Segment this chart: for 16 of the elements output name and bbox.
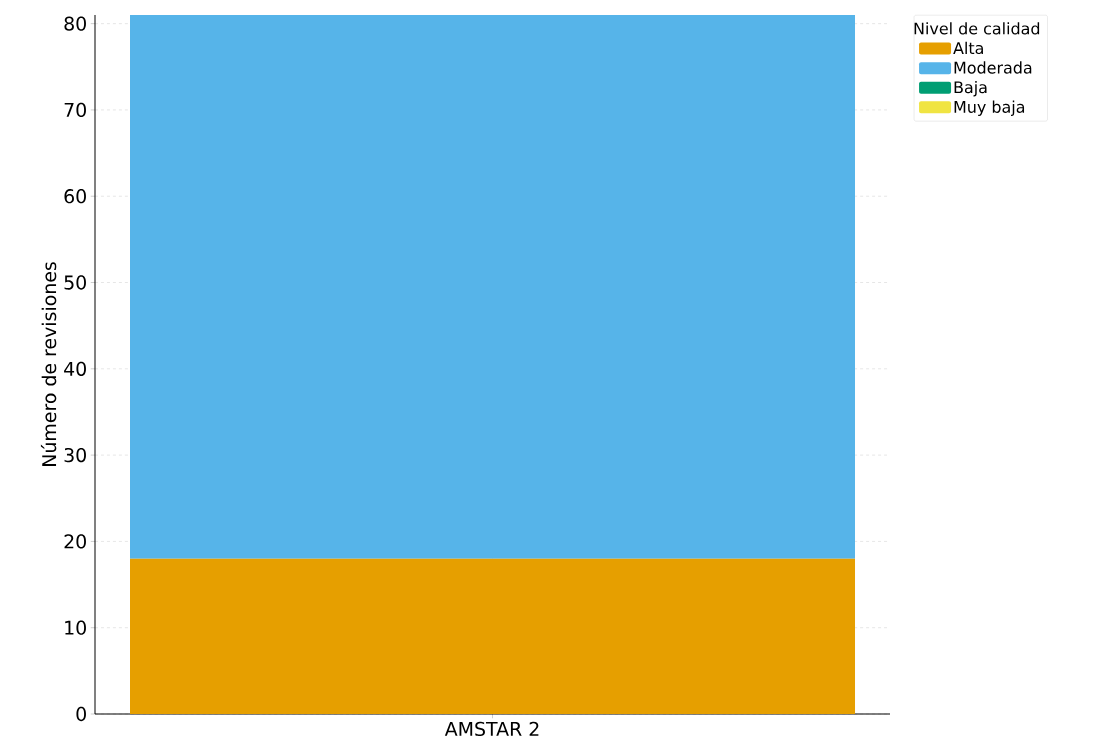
legend-label: Alta <box>953 41 983 55</box>
y-axis-title: Número de revisiones <box>40 262 57 466</box>
y-tick-label: 30 <box>64 447 86 463</box>
legend-label: Moderada <box>954 61 1032 74</box>
x-tick-label: AMSTAR 2 <box>444 721 539 737</box>
y-tick-label: 80 <box>64 16 86 31</box>
legend-label: Baja <box>954 80 987 97</box>
legend-title: Nivel de calidad <box>914 22 1040 35</box>
y-tick-label: 50 <box>64 275 86 290</box>
y-tick-label: 0 <box>76 706 86 722</box>
legend-label: Muy baja <box>954 100 1025 116</box>
y-tick-label: 40 <box>64 361 86 376</box>
y-tick-label: 10 <box>65 620 86 635</box>
y-tick-label: 20 <box>64 534 86 549</box>
y-tick-label: 70 <box>64 102 86 118</box>
y-tick-label: 60 <box>64 189 86 204</box>
